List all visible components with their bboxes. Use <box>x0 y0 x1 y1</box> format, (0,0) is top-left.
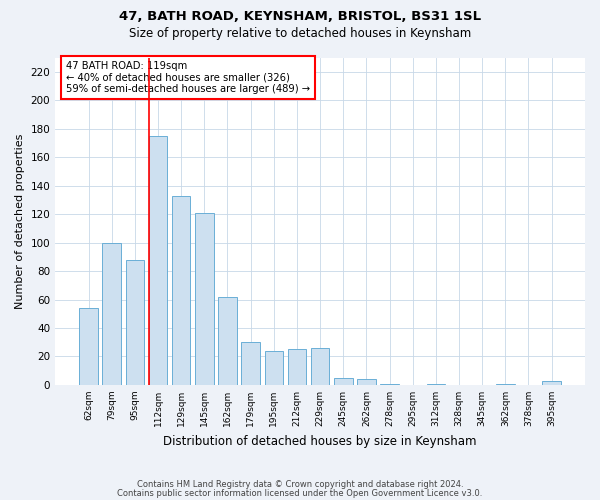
Bar <box>241 342 260 385</box>
Text: Contains public sector information licensed under the Open Government Licence v3: Contains public sector information licen… <box>118 490 482 498</box>
Text: 47 BATH ROAD: 119sqm
← 40% of detached houses are smaller (326)
59% of semi-deta: 47 BATH ROAD: 119sqm ← 40% of detached h… <box>66 61 310 94</box>
Bar <box>380 384 399 385</box>
Bar <box>357 379 376 385</box>
Bar <box>79 308 98 385</box>
Bar <box>218 296 237 385</box>
Text: Size of property relative to detached houses in Keynsham: Size of property relative to detached ho… <box>129 28 471 40</box>
Bar <box>311 348 329 385</box>
Bar <box>496 384 515 385</box>
Bar <box>265 351 283 385</box>
Bar <box>427 384 445 385</box>
Y-axis label: Number of detached properties: Number of detached properties <box>15 134 25 309</box>
Text: Contains HM Land Registry data © Crown copyright and database right 2024.: Contains HM Land Registry data © Crown c… <box>137 480 463 489</box>
Bar <box>287 350 306 385</box>
Bar <box>172 196 190 385</box>
Bar <box>125 260 144 385</box>
Text: 47, BATH ROAD, KEYNSHAM, BRISTOL, BS31 1SL: 47, BATH ROAD, KEYNSHAM, BRISTOL, BS31 1… <box>119 10 481 23</box>
Bar <box>149 136 167 385</box>
X-axis label: Distribution of detached houses by size in Keynsham: Distribution of detached houses by size … <box>163 434 477 448</box>
Bar <box>334 378 353 385</box>
Bar <box>103 242 121 385</box>
Bar <box>195 212 214 385</box>
Bar <box>542 380 561 385</box>
